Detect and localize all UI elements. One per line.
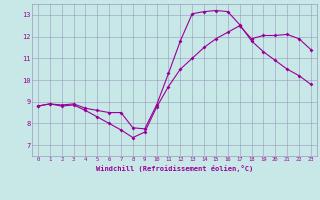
X-axis label: Windchill (Refroidissement éolien,°C): Windchill (Refroidissement éolien,°C) <box>96 165 253 172</box>
